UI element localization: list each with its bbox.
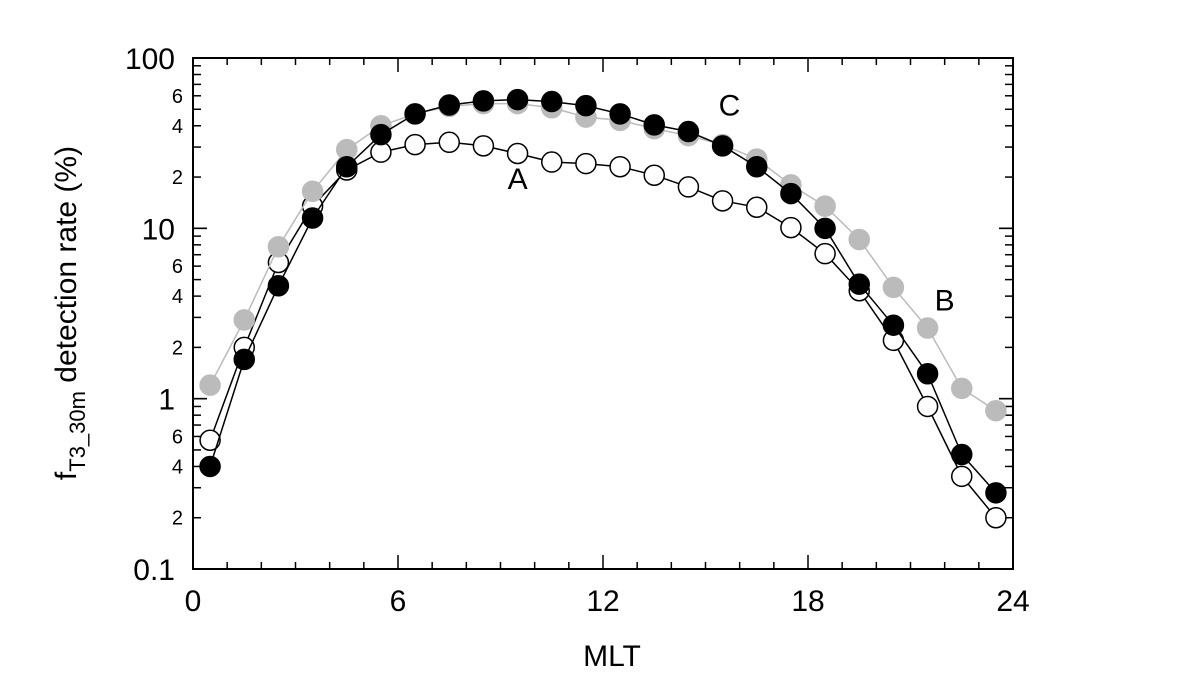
series-b-point [233,309,255,331]
y-minor-tick-label: 6 [172,86,183,108]
y-axis-title-main: f [50,471,83,480]
y-tick-label: 100 [125,43,175,76]
x-tick-label: 6 [390,585,407,618]
series-label-a: A [508,163,528,196]
series-c-point [404,103,426,125]
y-tick-label: 1 [158,384,175,417]
series-c-point [233,348,255,371]
series-a-point [506,142,529,165]
series-b-point [301,180,324,203]
series-b-point [814,195,836,217]
series-b-point [848,228,870,251]
series-c-point [882,314,905,336]
y-minor-tick-label: 4 [172,286,183,308]
series-a-point [575,152,597,175]
plot-area-frame [192,57,1014,570]
series-a-point [677,176,700,198]
series-c-point [609,103,631,125]
series-a-point [814,242,836,265]
y-axis-title: fT3_30m detection rate (%) [50,146,90,480]
series-c-point [301,207,324,229]
series-a-point [472,135,495,157]
y-minor-tick-label: 4 [172,456,183,478]
series-layer [199,88,1007,529]
series-c-point [575,94,597,117]
series-b-point [951,377,973,400]
series-a-point [438,131,460,154]
series-b-line [209,102,997,412]
y-minor-tick-label: 4 [172,116,183,138]
series-c-point [677,120,700,143]
series-b-point [916,317,939,339]
series-b-group [199,92,1007,422]
series-c-point [472,90,495,112]
y-minor-tick-label: 2 [172,508,183,530]
series-c-point [985,482,1007,504]
series-a-point [916,395,939,418]
series-c-point [541,90,563,113]
y-tick-label: 10 [142,213,175,246]
series-c-group [199,88,1007,504]
y-minor-tick-label: 2 [172,167,183,189]
series-c-point [814,217,836,240]
svg-text:fT3_30m detection rate (%): fT3_30m detection rate (%) [50,146,90,480]
series-a-point [199,429,221,451]
series-c-point [951,443,973,466]
series-c-point [780,182,802,205]
series-a-point [711,190,734,212]
series-c-point [848,273,870,295]
series-c-point [336,155,358,178]
series-c-point [438,94,460,116]
series-c-point [711,135,734,157]
series-c-point [199,455,221,478]
series-a-point [985,506,1007,529]
y-minor-tick-label: 2 [172,337,183,359]
series-a-point [951,465,973,488]
series-b-point [267,235,290,258]
y-axis-title-rest: detection rate (%) [50,146,83,391]
series-c-line [209,98,997,494]
series-labels: A B C [508,89,955,317]
series-c-point [916,363,939,385]
y-tick-label: 0.1 [133,554,175,587]
y-minor-tick-label: 6 [172,426,183,448]
series-c-point [370,123,392,146]
series-a-point [643,164,665,186]
series-a-point [541,151,563,173]
series-a-point [404,133,426,156]
series-b-point [199,374,221,396]
series-b-point [985,399,1007,422]
series-c-point [506,88,529,111]
series-c-point [267,275,290,297]
x-tick-label: 12 [586,585,619,618]
series-c-point [643,114,665,136]
series-a-point [609,155,631,178]
y-minor-tick-label: 6 [172,256,183,278]
x-tick-label: 18 [791,585,824,618]
x-tick-label: 0 [185,585,202,618]
series-a-line [209,141,997,519]
y-axis-title-subscript: T3_30m [65,391,90,472]
tick-marks [192,57,1014,570]
series-a-point [780,216,802,239]
series-b-point [882,276,905,299]
x-tick-label: 24 [996,585,1029,618]
series-label-b: B [935,284,955,317]
x-axis-title: MLT [583,640,641,673]
series-c-point [746,155,768,178]
series-a-point [746,196,768,218]
series-label-c: C [719,89,741,122]
